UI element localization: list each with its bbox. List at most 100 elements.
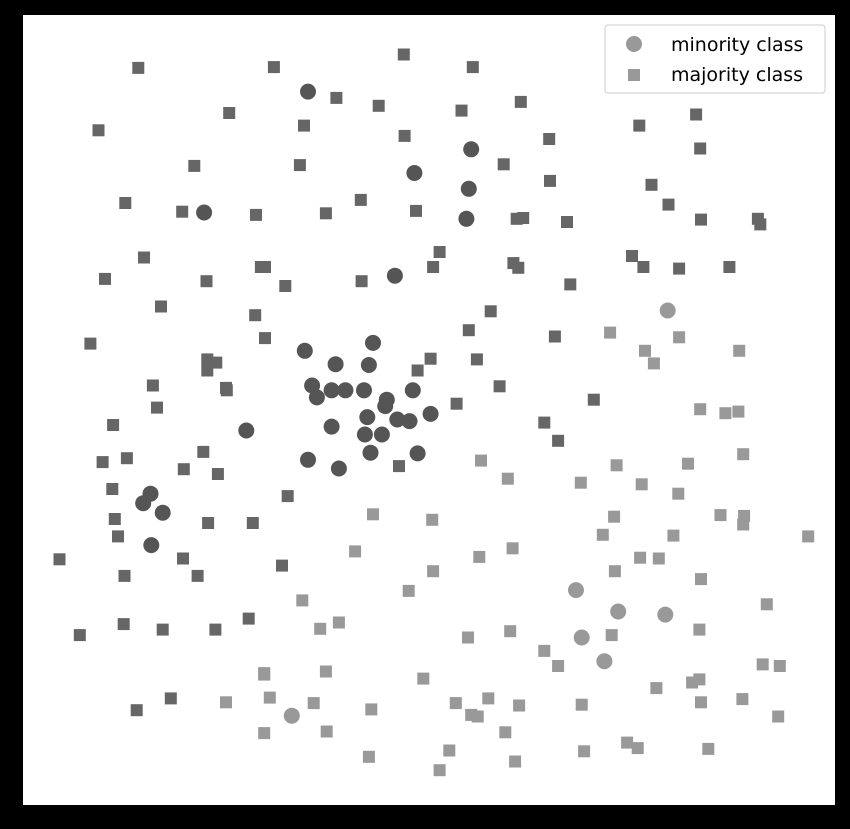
- majority-point: [155, 300, 167, 313]
- majority-point: [307, 697, 320, 710]
- majority-point: [118, 569, 131, 582]
- minority-point: [330, 460, 347, 477]
- minority-point: [283, 707, 300, 724]
- minority-point: [135, 495, 152, 512]
- majority-point: [552, 660, 565, 672]
- majority-point: [164, 692, 177, 705]
- minority-point: [386, 267, 403, 284]
- majority-point: [517, 212, 530, 224]
- majority-point: [298, 119, 310, 132]
- majority-point: [667, 529, 680, 542]
- majority-point: [690, 108, 703, 121]
- majority-point: [146, 379, 159, 392]
- majority-point: [497, 158, 510, 171]
- majority-point: [177, 552, 189, 565]
- majority-point: [631, 742, 644, 755]
- majority-point: [538, 416, 551, 429]
- majority-point: [263, 691, 276, 704]
- majority-point: [756, 658, 769, 671]
- legend-label-majority: majority class: [671, 64, 803, 86]
- majority-point: [450, 397, 463, 410]
- majority-point: [610, 459, 623, 472]
- majority-point: [484, 305, 497, 318]
- majority-point: [732, 405, 745, 418]
- majority-point: [455, 104, 468, 117]
- minority-point: [568, 582, 584, 599]
- majority-point: [202, 517, 215, 529]
- minority-point: [401, 413, 418, 430]
- majority-point: [650, 682, 663, 695]
- minority-point: [389, 411, 406, 428]
- majority-point: [578, 745, 591, 758]
- majority-point: [513, 699, 526, 712]
- majority-point: [773, 660, 786, 672]
- majority-point: [737, 518, 750, 531]
- majority-point: [695, 696, 707, 709]
- majority-point: [538, 644, 551, 657]
- majority-point: [575, 698, 588, 711]
- minority-point: [196, 204, 213, 221]
- majority-point: [120, 452, 133, 465]
- majority-point: [482, 692, 495, 705]
- majority-point: [365, 703, 378, 716]
- majority-point: [132, 61, 145, 74]
- data-points: [53, 48, 815, 777]
- majority-point: [652, 552, 665, 565]
- majority-point: [737, 448, 750, 461]
- majority-point: [626, 250, 638, 262]
- majority-point: [433, 246, 446, 258]
- majority-point: [466, 61, 479, 74]
- majority-point: [250, 208, 262, 221]
- minority-point: [143, 537, 160, 554]
- majority-point: [673, 262, 686, 275]
- minority-point: [460, 180, 477, 197]
- majority-point: [197, 445, 210, 458]
- minority-point: [365, 334, 381, 351]
- majority-point: [736, 693, 749, 706]
- majority-point: [634, 551, 647, 564]
- minority-point: [404, 382, 421, 399]
- majority-point: [514, 95, 527, 108]
- majority-point: [548, 330, 561, 343]
- majority-point: [398, 129, 411, 142]
- majority-point: [475, 454, 487, 467]
- majority-point: [410, 204, 422, 217]
- majority-point: [319, 665, 332, 678]
- majority-point: [682, 457, 694, 470]
- legend-box: [604, 24, 826, 94]
- majority-point: [645, 178, 658, 191]
- majority-point: [259, 332, 271, 345]
- majority-point: [552, 434, 565, 447]
- majority-point: [314, 622, 327, 635]
- majority-point: [604, 326, 617, 339]
- majority-point: [637, 261, 650, 273]
- majority-point: [633, 119, 646, 132]
- majority-point: [772, 710, 785, 723]
- majority-point: [393, 460, 405, 473]
- minority-point: [323, 418, 340, 435]
- minority-point: [323, 382, 340, 399]
- minority-point: [300, 83, 316, 100]
- majority-point: [470, 353, 483, 366]
- majority-point: [354, 193, 367, 206]
- majority-point: [411, 364, 424, 377]
- majority-point: [427, 565, 440, 578]
- majority-point: [723, 261, 736, 273]
- majority-point: [130, 704, 143, 717]
- minority-point: [373, 426, 390, 443]
- legend: minority class majority class: [604, 24, 826, 94]
- majority-point: [276, 559, 288, 572]
- majority-point: [493, 380, 506, 393]
- majority-point: [596, 528, 609, 541]
- majority-point: [397, 48, 410, 61]
- minority-point: [359, 409, 376, 426]
- majority-point: [138, 251, 150, 264]
- majority-point: [209, 623, 222, 636]
- majority-point: [156, 623, 169, 636]
- majority-point: [367, 508, 379, 521]
- majority-point: [802, 530, 815, 543]
- majority-point: [402, 584, 415, 597]
- majority-point: [106, 483, 119, 495]
- majority-point: [686, 676, 699, 689]
